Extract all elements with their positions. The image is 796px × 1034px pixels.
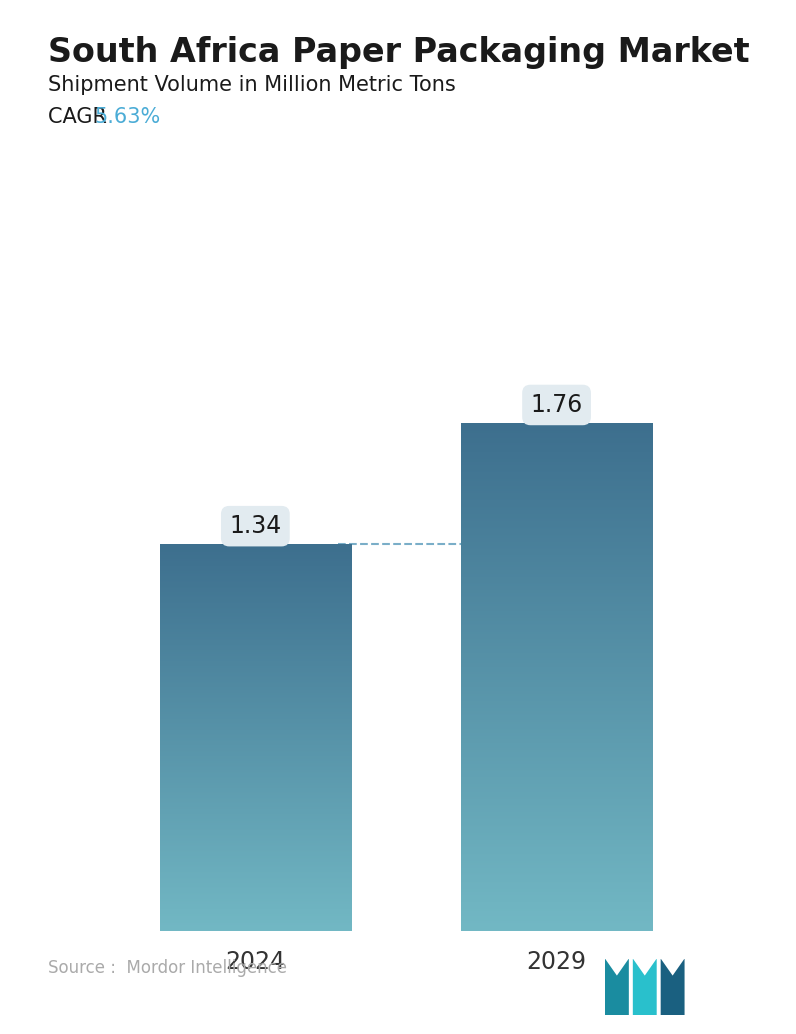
Text: Shipment Volume in Million Metric Tons: Shipment Volume in Million Metric Tons: [48, 75, 455, 95]
Text: 5.63%: 5.63%: [94, 107, 160, 126]
Text: CAGR: CAGR: [48, 107, 113, 126]
Polygon shape: [605, 959, 629, 1015]
Polygon shape: [633, 959, 657, 1015]
Polygon shape: [243, 538, 267, 543]
Polygon shape: [661, 959, 685, 1015]
Text: 1.76: 1.76: [530, 393, 583, 417]
Text: Source :  Mordor Intelligence: Source : Mordor Intelligence: [48, 960, 287, 977]
Text: 1.34: 1.34: [229, 514, 282, 538]
Text: South Africa Paper Packaging Market: South Africa Paper Packaging Market: [48, 36, 749, 69]
Polygon shape: [544, 416, 569, 422]
